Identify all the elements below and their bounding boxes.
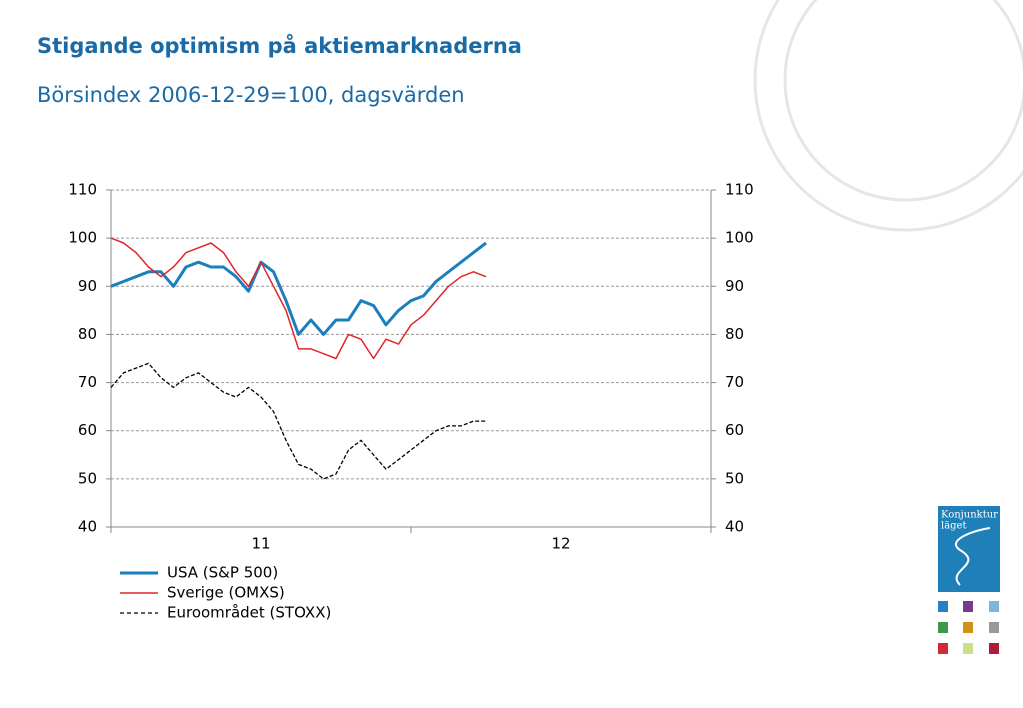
y2-tick-label: 100: [725, 229, 754, 247]
y-tick-label: 40: [78, 518, 97, 536]
logo: Konjunktur läget: [938, 506, 1000, 654]
y2-tick-label: 70: [725, 373, 744, 391]
y-tick-label: 60: [78, 421, 97, 439]
series-line: [110, 241, 487, 336]
y2-tick-label: 60: [725, 421, 744, 439]
legend-label: Euroområdet (STOXX): [167, 604, 331, 622]
series-line: [110, 237, 487, 360]
y2-tick-label: 80: [725, 325, 744, 343]
subtitle: Börsindex 2006-12-29=100, dagsvärden: [37, 83, 465, 107]
x-tick-label: 12: [551, 535, 570, 553]
y2-tick-label: 110: [725, 181, 754, 199]
legend-label: Sverige (OMXS): [167, 584, 285, 602]
legend-label: USA (S&P 500): [167, 564, 278, 582]
y-tick-label: 70: [78, 373, 97, 391]
logo-swirl: [955, 527, 991, 586]
y-tick-label: 80: [78, 325, 97, 343]
title: Stigande optimism på aktiemarknaderna: [37, 33, 522, 58]
y2-tick-label: 90: [725, 277, 744, 295]
logo-box: [938, 506, 1000, 592]
y-tick-label: 50: [78, 469, 97, 487]
y2-tick-label: 50: [725, 469, 744, 487]
logo-text: läget: [941, 521, 967, 532]
series-line: [110, 362, 486, 480]
logo-text: Konjunktur: [941, 510, 998, 521]
x-tick-label: 11: [251, 535, 270, 553]
y-tick-label: 100: [68, 229, 97, 247]
y-tick-label: 90: [78, 277, 97, 295]
watermark: [753, 0, 1023, 232]
y-tick-label: 110: [68, 181, 97, 199]
y2-tick-label: 40: [725, 518, 744, 536]
